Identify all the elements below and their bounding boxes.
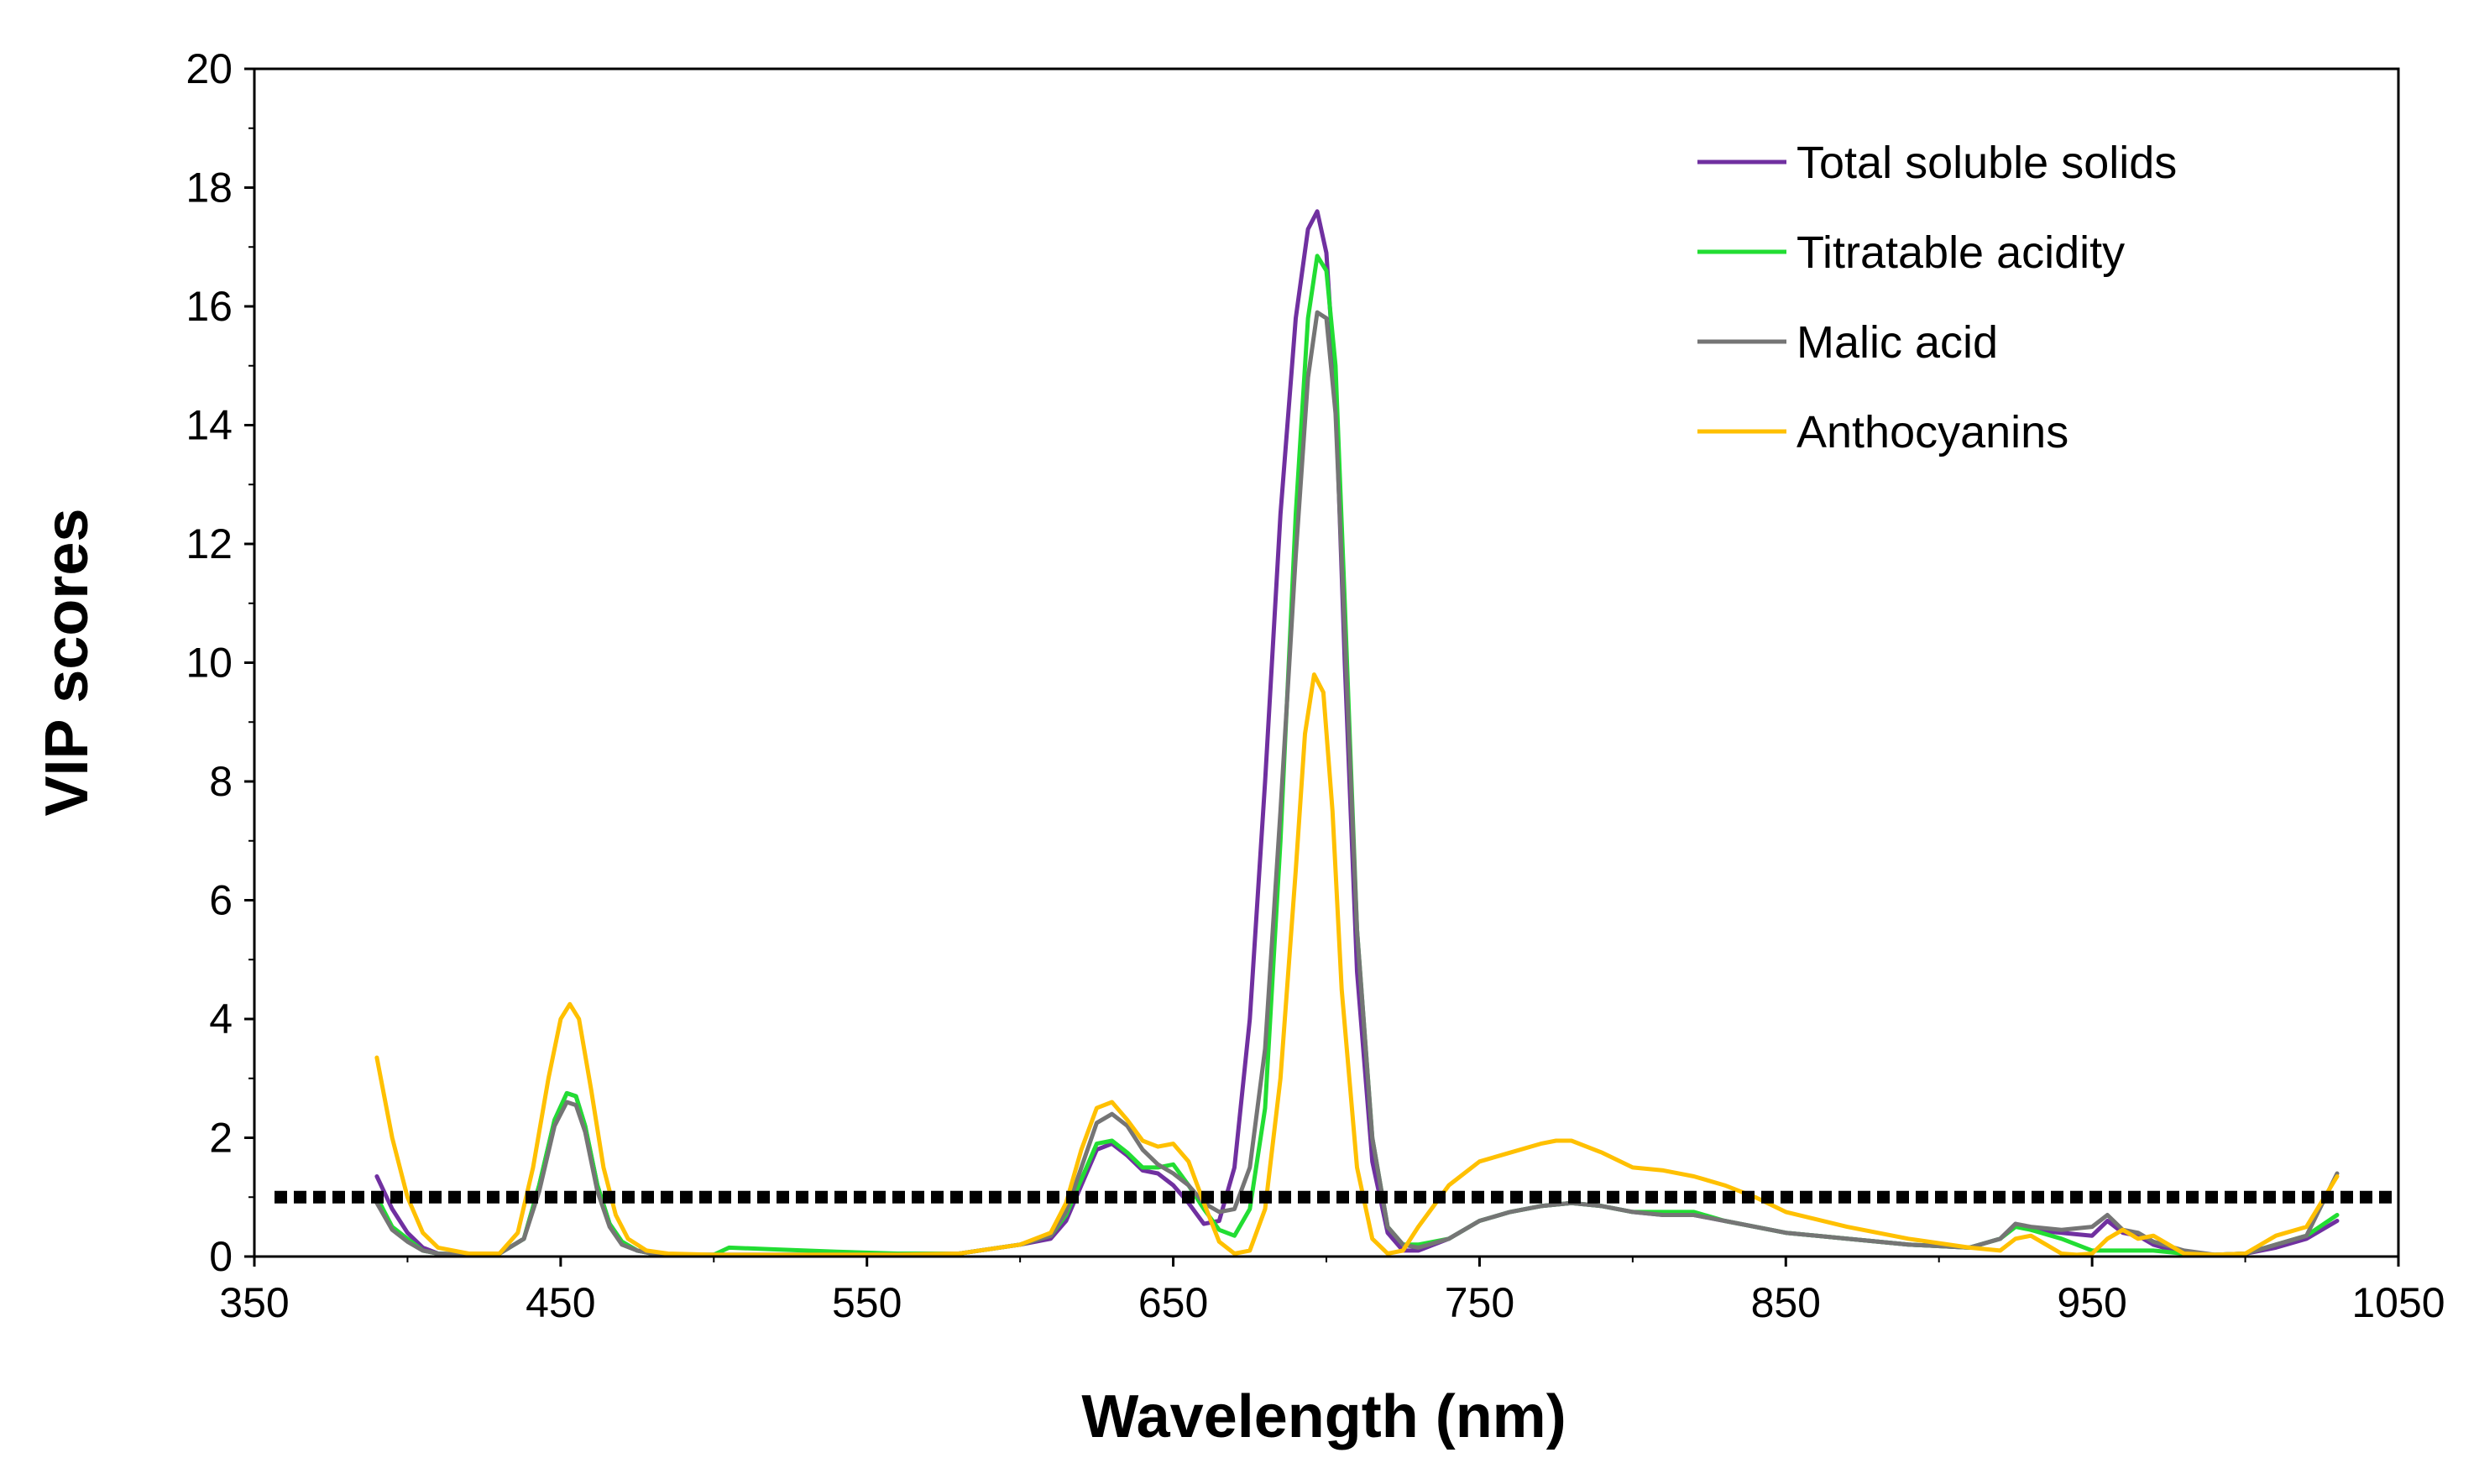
y-tick-label: 10	[186, 640, 233, 687]
y-tick-label: 4	[209, 995, 233, 1042]
legend-label-titratable-acidity: Titratable acidity	[1796, 227, 2125, 278]
y-tick-label: 14	[186, 402, 233, 449]
x-tick-label: 350	[219, 1279, 289, 1326]
legend: Total soluble solids Titratable acidity Ma…	[1697, 138, 2177, 457]
y-tick-label: 6	[209, 877, 233, 924]
axes-layer: 0 2 4 6 8 10 12 14 16 18 20 350 450 550 650 750 850 950 10…	[186, 45, 2445, 1326]
x-tick-label: 450	[526, 1279, 595, 1326]
x-tick-label: 750	[1445, 1279, 1514, 1326]
x-tick-label: 950	[2057, 1279, 2126, 1326]
x-tick-label: 550	[832, 1279, 902, 1326]
y-axis-title: VIP scores	[34, 509, 101, 817]
y-tick-label: 8	[209, 758, 233, 805]
y-tick-label: 2	[209, 1115, 233, 1162]
x-tick-label: 1050	[2351, 1279, 2445, 1326]
series-line-malic-acid	[374, 310, 2340, 1257]
y-tick-label: 20	[186, 45, 233, 92]
y-tick-label: 16	[186, 283, 233, 330]
series-line-anthocyanins	[374, 672, 2340, 1257]
y-tick-label: 12	[186, 520, 233, 567]
x-tick-label: 850	[1751, 1279, 1821, 1326]
y-tick-label: 0	[209, 1233, 233, 1280]
y-tick-label: 18	[186, 165, 233, 212]
legend-label-malic-acid: Malic acid	[1796, 317, 1998, 368]
legend-label-anthocyanins: Anthocyanins	[1796, 407, 2068, 457]
x-tick-label: 650	[1138, 1279, 1208, 1326]
x-axis-title: Wavelength (nm)	[1081, 1383, 1566, 1450]
series-layer	[374, 209, 2340, 1257]
legend-label-total-soluble-solids: Total soluble solids	[1796, 138, 2177, 188]
